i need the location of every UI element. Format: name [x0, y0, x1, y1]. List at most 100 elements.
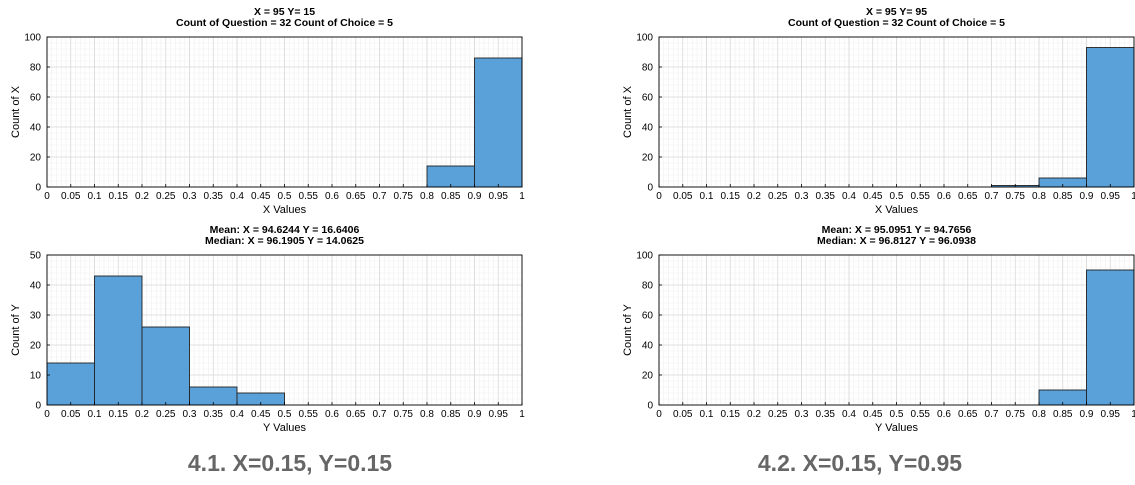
x-tick-label: 0.1	[700, 191, 714, 202]
x-tick-label: 0.25	[156, 409, 176, 420]
histogram-bar	[475, 58, 523, 187]
x-tick-label: 0.55	[299, 191, 319, 202]
x-tick-label: 0.45	[863, 409, 883, 420]
x-tick-label: 0.7	[985, 409, 999, 420]
x-tick-label: 0.15	[109, 191, 129, 202]
y-tick-label: 40	[642, 341, 654, 352]
x-tick-label: 0.45	[251, 191, 271, 202]
y-tick-label: 50	[30, 251, 42, 262]
y-tick-label: 10	[30, 371, 42, 382]
y-tick-label: 20	[30, 341, 42, 352]
x-tick-label: 0.35	[816, 409, 836, 420]
y-axis-label: Count of Y	[622, 303, 634, 355]
x-tick-label: 0	[656, 409, 662, 420]
x-tick-label: 0.85	[441, 409, 461, 420]
y-tick-label: 20	[642, 153, 654, 164]
y-tick-label: 40	[642, 123, 654, 134]
x-tick-label: 0	[44, 409, 50, 420]
x-tick-label: 0.8	[420, 409, 434, 420]
x-tick-label: 0.3	[795, 409, 809, 420]
y-tick-label: 60	[30, 93, 42, 104]
x-tick-label: 0.7	[373, 409, 387, 420]
x-tick-label: 0.15	[721, 191, 741, 202]
x-tick-label: 0.6	[325, 191, 339, 202]
chart-title-line: Median: X = 96.8127 Y = 96.0938	[817, 235, 976, 247]
y-tick-label: 80	[30, 63, 42, 74]
chart-bottom-right: 0 0.05 0.1 0.15 0.2 0.25 0.3 0.35 0.4 0.45 0.5 0.55…	[622, 224, 1135, 434]
y-tick-labels: 0 20 40 60 80 100	[636, 251, 662, 412]
y-tick-label: 30	[30, 311, 42, 322]
x-tick-label: 0.5	[278, 409, 292, 420]
y-tick-label: 20	[30, 153, 42, 164]
x-tick-label: 0.85	[1053, 409, 1073, 420]
x-tick-label: 0.15	[109, 409, 129, 420]
major-grid	[659, 37, 1134, 187]
x-tick-label: 0.05	[673, 191, 693, 202]
x-tick-label: 0.2	[747, 409, 761, 420]
x-tick-label: 0.1	[88, 409, 102, 420]
x-tick-label: 0.75	[1006, 409, 1026, 420]
x-tick-label: 0.85	[1053, 191, 1073, 202]
x-tick-label: 0.65	[346, 191, 366, 202]
y-tick-label: 40	[30, 123, 42, 134]
x-tick-label: 0.6	[937, 409, 951, 420]
chart-title-line: Median: X = 96.1905 Y = 14.0625	[205, 235, 364, 247]
x-tick-label: 0.7	[985, 191, 999, 202]
x-tick-label: 0.95	[489, 409, 509, 420]
x-axis-label: X Values	[263, 204, 307, 216]
x-tick-label: 0.2	[135, 409, 149, 420]
x-tick-label: 0.75	[394, 191, 414, 202]
major-grid	[47, 37, 522, 187]
y-tick-labels: 0 20 40 60 80 100	[24, 33, 50, 194]
x-tick-label: 0.5	[890, 191, 904, 202]
caption-left: 4.1. X=0.15, Y=0.15	[30, 450, 550, 477]
x-tick-label: 0.9	[468, 409, 482, 420]
x-tick-label: 0.65	[958, 191, 978, 202]
x-tick-label: 0.1	[88, 191, 102, 202]
x-axis-label: Y Values	[263, 422, 307, 434]
x-tick-label: 0.6	[325, 409, 339, 420]
x-tick-label: 0.25	[768, 409, 788, 420]
x-tick-label: 0.8	[1032, 409, 1046, 420]
x-tick-label: 0	[656, 191, 662, 202]
y-tick-labels: 0 20 40 60 80 100	[636, 33, 662, 194]
x-tick-label: 0.8	[1032, 191, 1046, 202]
y-axis-label: Count of X	[622, 85, 634, 138]
x-tick-label: 0.25	[156, 191, 176, 202]
x-tick-label: 0.4	[842, 191, 856, 202]
y-tick-label: 100	[636, 33, 653, 44]
x-axis-label: X Values	[875, 204, 919, 216]
x-tick-label: 0.1	[700, 409, 714, 420]
x-tick-label: 0.9	[1080, 409, 1094, 420]
x-tick-label: 0.2	[747, 191, 761, 202]
x-tick-label: 1	[519, 409, 525, 420]
histogram-bar	[47, 363, 95, 405]
caption-right: 4.2. X=0.15, Y=0.95	[600, 450, 1120, 477]
x-tick-label: 0.25	[768, 191, 788, 202]
y-tick-label: 100	[24, 33, 41, 44]
x-tick-label: 0.35	[204, 409, 224, 420]
x-tick-label: 0.65	[346, 409, 366, 420]
x-tick-label: 0.7	[373, 191, 387, 202]
histogram-bar	[427, 166, 475, 187]
x-tick-label: 0.75	[1006, 191, 1026, 202]
major-grid	[659, 255, 1134, 405]
x-tick-label: 0	[44, 191, 50, 202]
x-tick-label: 0.8	[420, 191, 434, 202]
x-tick-label: 0.9	[468, 191, 482, 202]
x-tick-label: 0.6	[937, 191, 951, 202]
x-tick-label: 0.4	[842, 409, 856, 420]
x-tick-label: 0.65	[958, 409, 978, 420]
x-tick-label: 0.75	[394, 409, 414, 420]
x-tick-label: 0.95	[1101, 409, 1121, 420]
x-tick-label: 0.9	[1080, 191, 1094, 202]
y-tick-label: 20	[642, 371, 654, 382]
x-tick-label: 0.55	[911, 409, 931, 420]
x-tick-label: 1	[519, 191, 525, 202]
x-axis-label: Y Values	[875, 422, 919, 434]
x-tick-label: 0.35	[204, 191, 224, 202]
x-tick-label: 0.2	[135, 191, 149, 202]
y-tick-label: 0	[647, 401, 653, 412]
y-tick-label: 100	[636, 251, 653, 262]
